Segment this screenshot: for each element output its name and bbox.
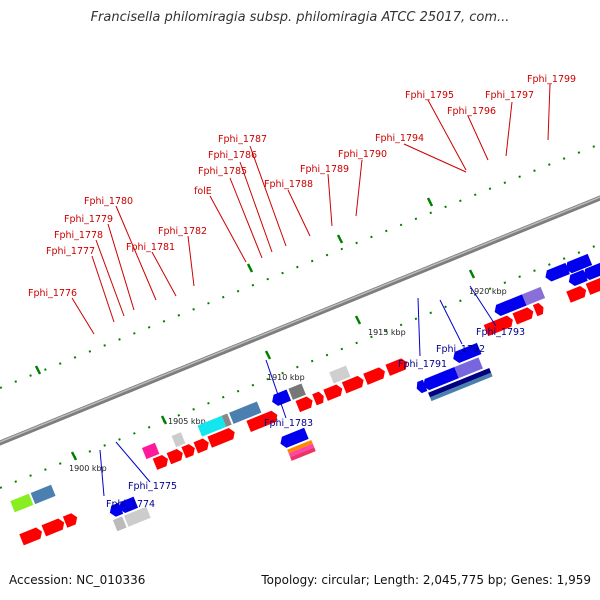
gene-arrow[interactable] [246,409,279,433]
genome-backbone-highlight [0,196,600,443]
gene-label-fphi-1777[interactable]: Fphi_1777 [46,246,95,257]
gene-label-fphi-1790[interactable]: Fphi_1790 [338,149,387,160]
gene-arrow-rev[interactable] [270,389,292,408]
gene-label-fphi-1785[interactable]: Fphi_1785 [198,166,247,177]
gene-label-fphi-1775[interactable]: Fphi_1775 [128,481,177,492]
gene-arrow[interactable] [193,437,211,454]
gene-arrow-rev[interactable] [492,294,527,317]
gene-label-fphi-1778[interactable]: Fphi_1778 [54,230,103,241]
scale-label-1910: 1910 kbp [267,373,305,382]
feature-cyan[interactable] [197,415,227,437]
feature-navy[interactable] [428,368,492,398]
scale-label-1905: 1905 kbp [168,417,206,426]
gene-arrow-rev[interactable] [581,261,600,281]
feature-orange[interactable] [287,439,313,454]
genome-summary-text: Topology: circular; Length: 2,045,775 bp… [261,573,591,587]
feature-red[interactable] [290,447,316,461]
feature-lightgray[interactable] [123,506,151,527]
gene-label-fphi-1789[interactable]: Fphi_1789 [300,164,349,175]
gene-label-fphi-1787[interactable]: Fphi_1787 [218,134,267,145]
upper-features [10,253,600,513]
feature-steelblue[interactable] [30,484,56,505]
gene-label-fphi-1786[interactable]: Fphi_1786 [208,150,257,161]
gene-arrow-rev[interactable] [117,496,139,515]
scale-label-1915: 1915 kbp [368,328,406,337]
gene-arrow[interactable] [512,306,535,325]
forward-genes [19,275,600,546]
gene-label-fphi-1796[interactable]: Fphi_1796 [447,106,496,117]
gene-arrow-rev[interactable] [414,379,428,394]
gene-arrow[interactable] [62,512,80,528]
gene-arrow[interactable] [152,453,170,470]
gene-arrow[interactable] [41,517,67,537]
major-ticks [34,197,476,461]
gene-label-fphi-1795[interactable]: Fphi_1795 [405,90,454,101]
gene-arrow[interactable] [341,374,366,394]
gene-label-fphi-1791[interactable]: Fphi_1791 [398,359,447,370]
bottom-label-connectors [99,285,497,497]
gene-arrow-rev[interactable] [543,262,570,283]
feature-gray[interactable] [171,432,186,448]
feature-violet[interactable] [522,286,546,306]
gene-label-fphi-1793[interactable]: Fphi_1793 [476,327,525,338]
feature-magenta[interactable] [141,442,160,460]
gene-arrow[interactable] [19,526,44,546]
gene-arrow-rev[interactable] [564,253,593,275]
gene-label-fphi-1788[interactable]: Fphi_1788 [264,179,313,190]
gene-arrow-rev[interactable] [451,342,482,365]
bottom-labels: Fphi_1774 Fphi_1775 Fphi_1783 Fphi_1791 … [106,327,525,510]
gene-label-fphi-1782[interactable]: Fphi_1782 [158,226,207,237]
gene-label-fphi-1774[interactable]: Fphi_1774 [106,499,155,510]
gene-arrow[interactable] [181,443,197,459]
gene-label-fphi-1792[interactable]: Fphi_1792 [436,344,485,355]
gene-arrow[interactable] [385,357,409,376]
gene-arrow[interactable] [166,447,185,465]
map-title: Francisella philomiragia subsp. philomir… [90,10,510,25]
gene-arrow-rev[interactable] [278,427,309,450]
gene-label-fphi-1780[interactable]: Fphi_1780 [84,196,133,207]
feature-gray-small[interactable] [221,413,232,427]
gene-arrow[interactable] [566,285,588,303]
accession-text: Accession: NC_010336 [9,573,146,587]
gene-label-fphi-1799[interactable]: Fphi_1799 [527,74,576,85]
gene-arrow[interactable] [585,275,600,295]
gene-label-fphi-1783[interactable]: Fphi_1783 [264,418,313,429]
gene-arrow[interactable] [295,395,315,413]
feature-gray[interactable] [288,383,306,400]
gene-label-fole[interactable]: folE [194,186,212,197]
scale-label-1900: 1900 kbp [69,464,107,473]
gene-label-fphi-1794[interactable]: Fphi_1794 [375,133,424,144]
gene-arrow[interactable] [363,366,387,385]
top-label-connectors [71,83,551,335]
feature-green[interactable] [10,493,34,513]
gene-label-fphi-1779[interactable]: Fphi_1779 [64,214,113,225]
gene-arrow-rev[interactable] [421,367,459,392]
gene-arrow[interactable] [532,302,546,317]
gene-label-fphi-1776[interactable]: Fphi_1776 [28,288,77,299]
gene-arrow[interactable] [323,383,344,401]
scale-label-1920: 1920 kbp [469,287,507,296]
gene-arrow[interactable] [207,427,237,448]
gene-arrow[interactable] [312,391,326,406]
feature-steelblue[interactable] [229,401,262,424]
gene-arrow-rev[interactable] [567,269,588,288]
feature-violet[interactable] [454,357,483,379]
top-labels: Fphi_1776 Fphi_1777 Fphi_1778 Fphi_1779 … [28,74,576,299]
feature-pink[interactable] [288,443,315,458]
gene-label-fphi-1781[interactable]: Fphi_1781 [126,242,175,253]
genome-backbone [0,195,600,446]
gene-arrow[interactable] [483,314,515,337]
feature-lightgray[interactable] [329,365,351,384]
reverse-genes [109,342,493,532]
gene-label-fphi-1797[interactable]: Fphi_1797 [485,90,534,101]
feature-steelblue[interactable] [429,372,493,402]
feature-lightgray[interactable] [112,516,127,532]
